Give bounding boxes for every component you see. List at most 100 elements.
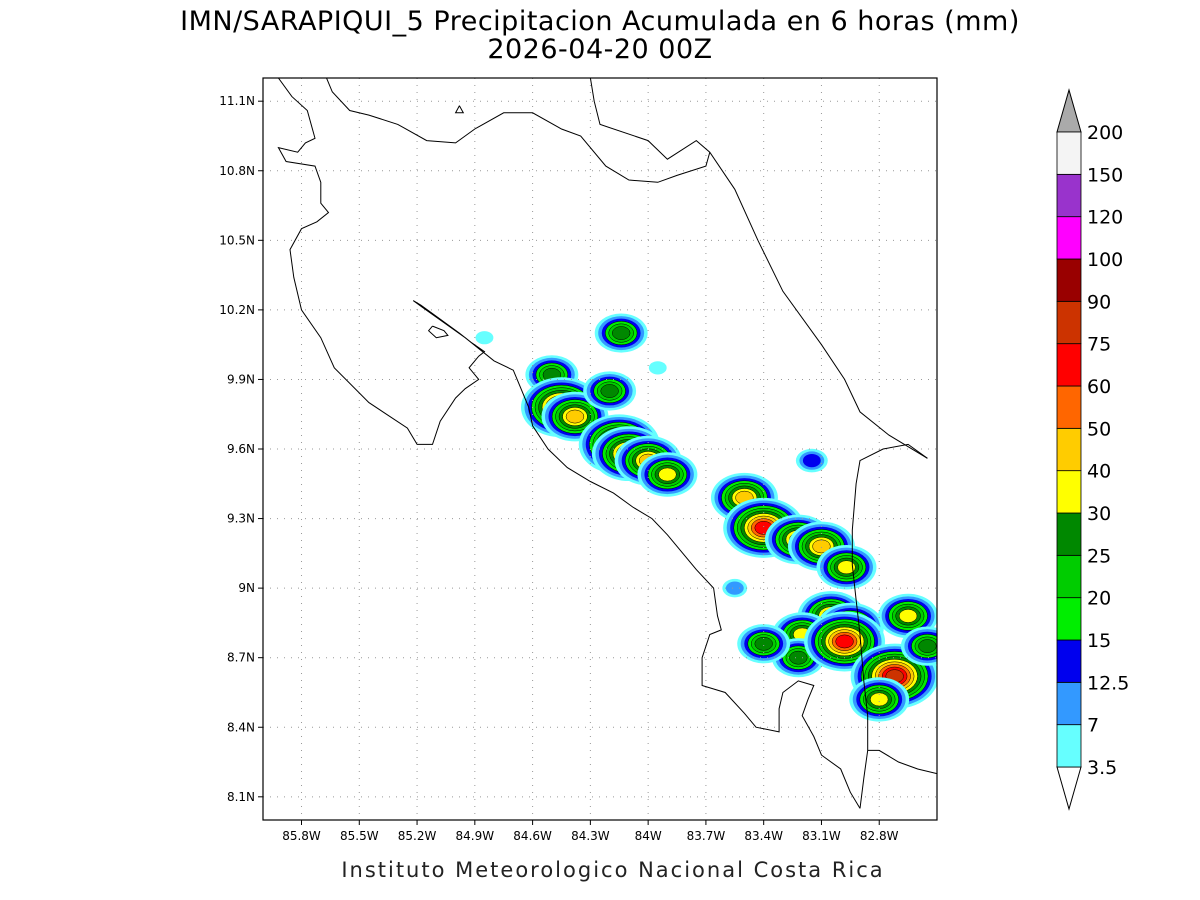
precip-contour <box>812 539 831 554</box>
legend-swatch <box>1056 554 1082 599</box>
precip-contour <box>725 581 744 595</box>
legend-label: 30 <box>1087 503 1111 525</box>
caribbean-coastline <box>589 78 928 459</box>
precip-cell <box>583 371 637 411</box>
precip-cell <box>594 313 648 353</box>
map-subtitle: 2026-04-20 00Z <box>487 34 712 65</box>
precip-contour <box>612 326 631 340</box>
longitude-axis: 85.8W 85.5W 85.2W 84.9W 84.6W 84.3W 84W 83.7W 83… <box>282 820 899 843</box>
lat-tick-label: 10.8N <box>219 164 255 178</box>
legend-swatch <box>1056 300 1082 345</box>
lat-tick-label: 10.5N <box>219 233 255 247</box>
precip-contour <box>565 409 585 424</box>
legend-label: 7 <box>1087 715 1099 737</box>
precip-cell <box>900 626 937 666</box>
lat-tick-label: 9.3N <box>227 512 255 526</box>
footer-credit: Instituto Meteorologico Nacional Costa R… <box>341 858 884 882</box>
legend-swatch <box>1056 724 1082 768</box>
lat-tick-label: 9.9N <box>227 372 255 386</box>
precip-cell <box>849 677 910 722</box>
lat-tick-label: 10.2N <box>219 303 255 317</box>
lon-tick-label: 83.1W <box>802 829 841 843</box>
legend-label: 15 <box>1087 630 1111 652</box>
precip-cell <box>637 452 698 497</box>
legend-label: 100 <box>1087 249 1123 271</box>
coastlines <box>277 78 937 809</box>
grid-lines <box>263 78 937 820</box>
nicaragua-border <box>325 78 711 183</box>
precip-cell <box>722 578 748 598</box>
legend-swatch <box>1056 216 1082 260</box>
color-legend: 3.5 7 12.5 15 20 25 30 40 50 60 75 90 100 120 150 200 <box>1056 88 1129 811</box>
legend-label: 200 <box>1087 122 1123 144</box>
legend-label: 90 <box>1087 291 1111 313</box>
precip-contour <box>754 636 773 651</box>
lon-tick-label: 84.9W <box>456 829 495 843</box>
precip-contour <box>475 331 494 345</box>
lon-tick-label: 85.8W <box>282 829 321 843</box>
precip-contour <box>789 650 808 665</box>
legend-swatch <box>1056 512 1082 556</box>
legend-min-arrow <box>1056 766 1082 811</box>
legend-swatch <box>1056 470 1082 514</box>
panama-coastline <box>867 749 937 775</box>
island-outline <box>427 325 449 339</box>
legend-label: 60 <box>1087 376 1111 398</box>
precip-cell <box>816 545 877 590</box>
lon-tick-label: 82.8W <box>860 829 899 843</box>
precip-cell <box>648 361 667 375</box>
lon-tick-label: 85.5W <box>340 829 379 843</box>
legend-swatch <box>1056 597 1082 641</box>
precip-cell <box>475 331 494 345</box>
legend-label: 120 <box>1087 207 1123 229</box>
lat-tick-label: 11.1N <box>219 94 255 108</box>
lat-tick-label: 8.4N <box>227 720 255 734</box>
map-title: IMN/SARAPIQUI_5 Precipitacion Acumulada … <box>180 6 1020 37</box>
precip-cell <box>804 611 886 672</box>
map-plot-area: 85.8W 85.5W 85.2W 84.9W 84.6W 84.3W 84W 83.7W 83… <box>219 77 938 843</box>
lon-tick-label: 83.7W <box>687 829 726 843</box>
precip-cell <box>737 624 791 664</box>
precip-contour <box>648 361 667 375</box>
lat-tick-label: 9.6N <box>227 442 255 456</box>
legend-label: 40 <box>1087 461 1111 483</box>
legend-swatch <box>1056 258 1082 302</box>
precip-contour <box>658 467 677 482</box>
precip-contour <box>835 634 854 649</box>
precip-cell <box>723 497 805 558</box>
legend-max-arrow <box>1056 88 1082 133</box>
legend-label: 12.5 <box>1087 672 1129 694</box>
legend-label: 3.5 <box>1087 757 1117 779</box>
legend-label: 150 <box>1087 164 1123 186</box>
precip-contour <box>802 453 821 468</box>
legend-label: 20 <box>1087 588 1111 610</box>
precip-contour <box>837 560 856 575</box>
precip-contour <box>870 692 889 707</box>
legend-swatch <box>1056 385 1082 429</box>
legend-label: 25 <box>1087 545 1111 567</box>
lat-tick-label: 9N <box>238 581 255 595</box>
lon-tick-label: 85.2W <box>398 829 437 843</box>
panama-border <box>851 443 928 809</box>
precip-contour <box>600 384 619 398</box>
legend-label: 50 <box>1087 418 1111 440</box>
legend-swatch <box>1056 427 1082 472</box>
lat-tick-label: 8.7N <box>227 651 255 665</box>
precip-contour <box>918 639 937 653</box>
pacific-coastline <box>277 78 861 809</box>
legend-swatch <box>1056 131 1082 175</box>
lat-tick-label: 8.1N <box>227 790 255 804</box>
legend-label: 75 <box>1087 334 1111 356</box>
legend-swatch <box>1056 343 1082 387</box>
precip-cell <box>795 448 828 473</box>
lon-tick-label: 84.6W <box>513 829 552 843</box>
lon-tick-label: 83.4W <box>744 829 783 843</box>
precipitation-layer <box>475 313 937 722</box>
bay-island-outline <box>454 105 465 114</box>
legend-swatch <box>1056 639 1082 683</box>
precip-contour <box>898 609 918 623</box>
latitude-axis: 11.1N 10.8N 10.5N 10.2N 9.9N 9.6N 9.3N 9N 8.7N 8.… <box>219 94 263 804</box>
lon-tick-label: 84W <box>635 829 662 843</box>
legend-swatch <box>1056 173 1082 218</box>
